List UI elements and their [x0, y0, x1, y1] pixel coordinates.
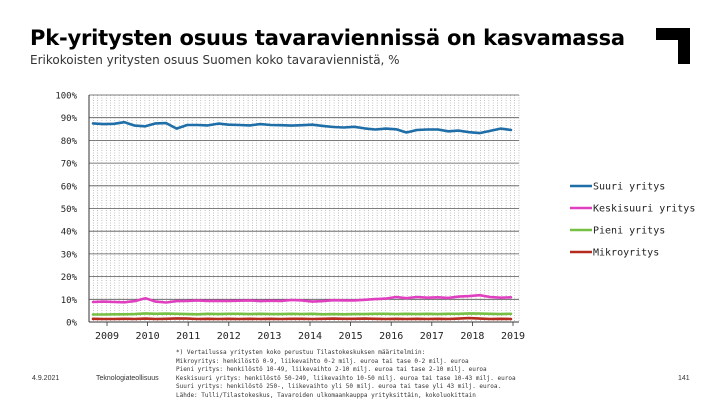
- chart-series: [91, 120, 513, 321]
- y-tick-label: 70%: [61, 160, 78, 170]
- y-tick-label: 30%: [61, 250, 78, 260]
- y-tick-label: 90%: [61, 114, 78, 124]
- x-tick-label: 2012: [217, 331, 241, 342]
- y-tick-label: 20%: [61, 273, 78, 283]
- x-tick-label: 2009: [95, 331, 119, 342]
- footnote-line: Suuri yritys: henkilöstö 250-, liikevaih…: [176, 383, 502, 391]
- x-tick-label: 2014: [298, 331, 322, 342]
- y-tick-label: 60%: [61, 182, 78, 192]
- series-line: [91, 120, 513, 135]
- series-line: [91, 316, 513, 321]
- x-tick-label: 2011: [176, 331, 200, 342]
- page-title: Pk-yritysten osuus tavaraviennissä on ka…: [30, 26, 625, 50]
- page-subtitle: Erikokoisten yritysten osuus Suomen koko…: [30, 53, 400, 67]
- chart-axes: 0% 10% 20% 30% 40% 50% 60% 70% 80% 90% 100% 2009 201…: [55, 92, 525, 343]
- y-tick-label: 10%: [61, 296, 78, 306]
- x-tick-label: 2017: [420, 331, 444, 342]
- footnote-line: Lähde: Tulli/Tilastokeskus, Tavaroiden u…: [176, 391, 476, 399]
- legend-label: Keskisuuri yritys: [593, 204, 695, 215]
- footnote-line: Mikroyritys: henkilöstö 0-9, liikevaihto…: [176, 357, 469, 365]
- x-tick-label: 2010: [136, 331, 160, 342]
- footer-date: 4.9.2021: [32, 375, 60, 382]
- footer-organization: Teknologiateollisuus: [96, 375, 159, 382]
- x-tick-label: 2018: [460, 331, 484, 342]
- x-tick-label: 2013: [257, 331, 281, 342]
- series-line: [91, 312, 513, 316]
- y-tick-label: 40%: [61, 228, 78, 238]
- y-tick-label: 0%: [66, 319, 77, 329]
- legend-label: Pieni yritys: [593, 226, 665, 237]
- x-tick-label: 2015: [339, 331, 363, 342]
- x-tick-label: 2019: [501, 331, 525, 342]
- chart-grid: [88, 94, 520, 323]
- legend-label: Suuri yritys: [593, 182, 665, 193]
- series-line: [91, 293, 513, 304]
- y-tick-label: 80%: [61, 137, 78, 147]
- footnote-line: Pieni yritys: henkilöstö 10-49, liikevai…: [176, 366, 487, 374]
- chart-legend: Suuri yritys Keskisuuri yritys Pieni yrity…: [570, 182, 695, 259]
- y-tick-label: 50%: [61, 205, 78, 215]
- brand-logo-icon: [656, 28, 690, 64]
- footnote-line: *) Vertailussa yritysten koko perustuu T…: [176, 349, 426, 356]
- footnote: *) Vertailussa yritysten koko perustuu T…: [176, 349, 516, 401]
- x-tick-label: 2016: [379, 331, 403, 342]
- footer-page-number: 141: [678, 375, 690, 382]
- footnote-line: Keskisuuri yritys: henkilöstö 50-249, li…: [176, 374, 516, 382]
- y-tick-label: 100%: [55, 92, 77, 102]
- legend-label: Mikroyritys: [593, 248, 659, 259]
